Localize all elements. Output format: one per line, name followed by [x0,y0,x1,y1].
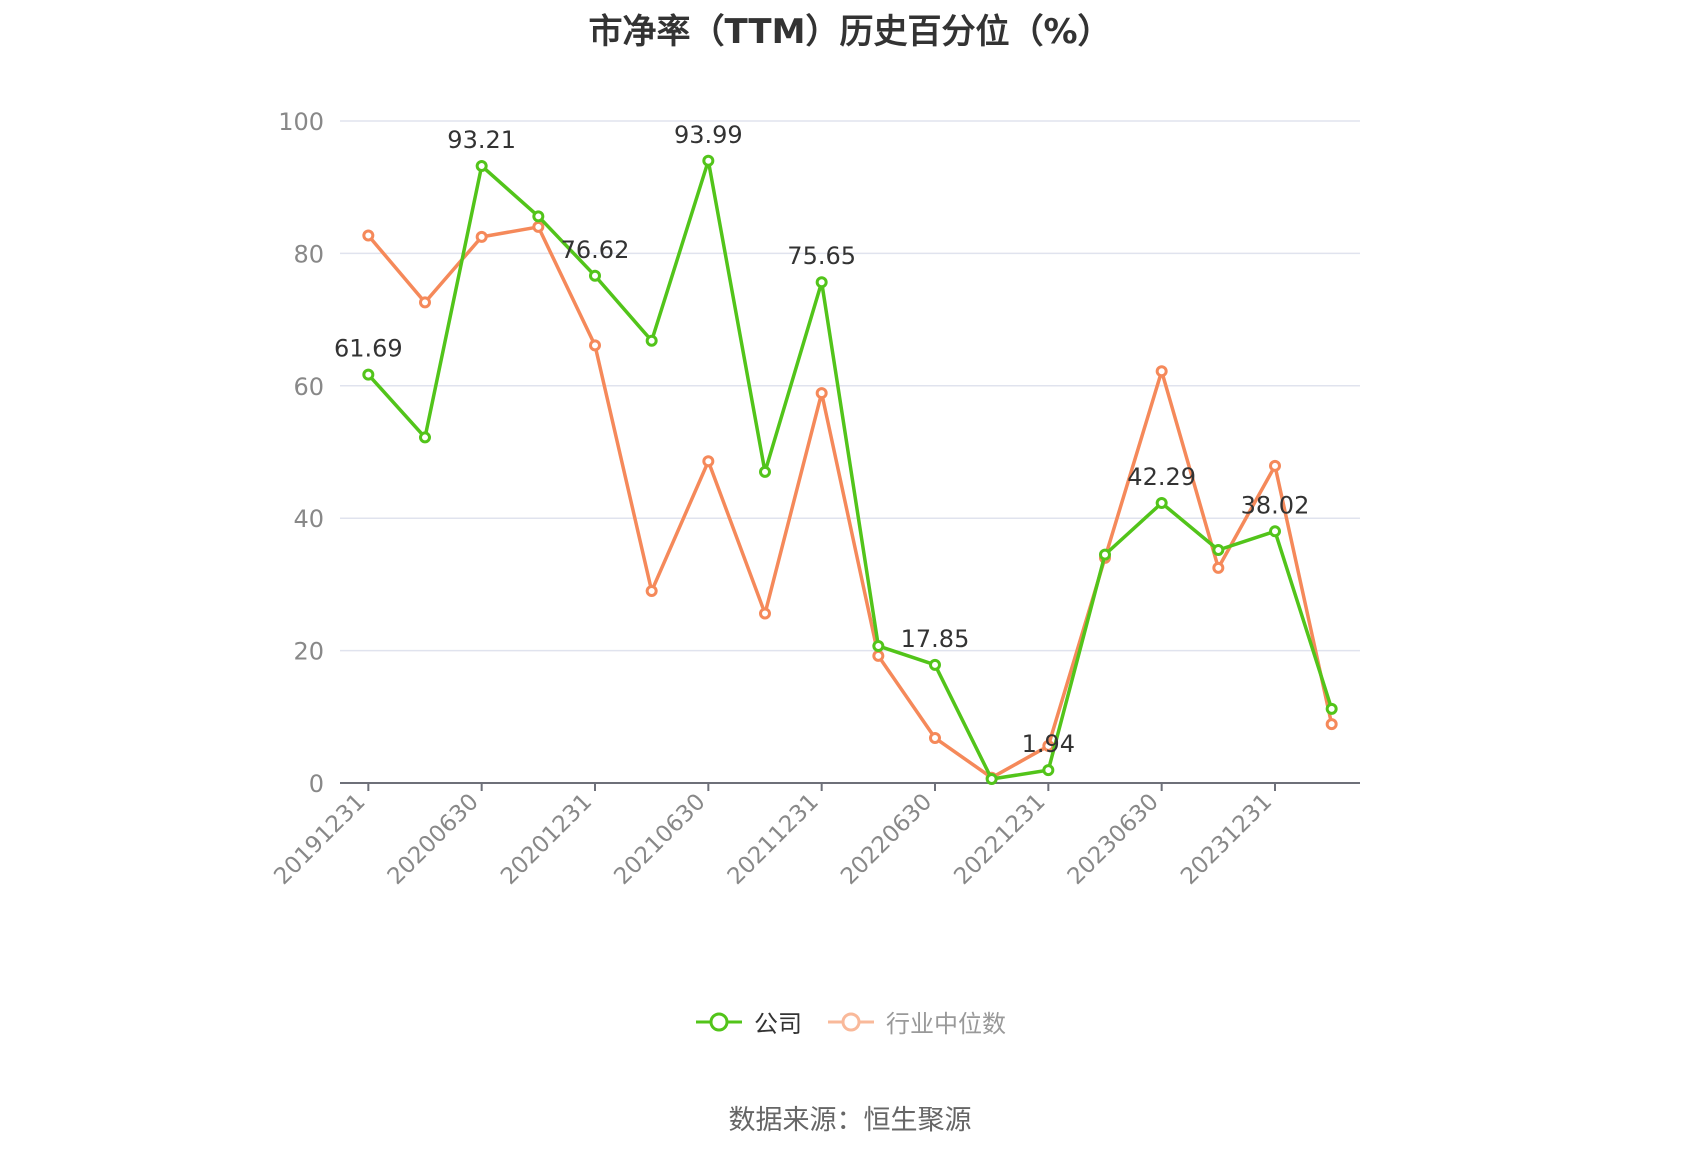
grid-lines [340,120,1360,652]
data-point [1212,543,1225,556]
y-tick-label: 80 [293,240,324,268]
series-line-0 [367,159,1334,781]
data-point [815,276,828,289]
data-point [475,159,488,172]
x-tick-label: 20220630 [836,789,937,890]
data-point [645,334,658,347]
legend-swatch-industry [828,1012,874,1031]
y-tick-label: 40 [293,505,324,533]
data-point [1155,497,1168,510]
data-point [419,296,431,309]
data-point [929,731,941,744]
data-point [759,607,771,620]
series-line-1 [366,225,1334,780]
data-point [1099,548,1111,561]
x-tick-label: 20230630 [1063,789,1164,890]
data-point [985,773,998,786]
y-axis-ticks: 0 20 40 60 80 100 [278,108,324,798]
data-point [929,658,941,671]
data-label: 76.62 [561,236,630,264]
data-label: 17.85 [901,625,970,653]
data-label: 75.65 [787,242,856,270]
y-tick-label: 60 [293,373,324,401]
x-tick-label: 20231231 [1176,789,1277,890]
data-point [532,220,545,233]
data-point [1325,718,1338,731]
legend: 公司 行业中位数 [0,1004,1700,1039]
data-label: 38.02 [1241,491,1310,519]
legend-swatch-company [696,1012,742,1031]
data-label: 93.21 [447,126,516,154]
data-point [645,585,658,598]
y-tick-label: 20 [293,638,324,666]
x-tick-label: 20211231 [723,789,824,890]
y-tick-label: 100 [278,108,324,136]
legend-item-industry[interactable]: 行业中位数 [826,1004,1006,1039]
data-point [1269,525,1281,538]
data-point [419,431,431,444]
data-point [589,339,601,352]
data-point [1269,459,1281,472]
data-point [702,455,715,468]
data-point [475,230,488,243]
x-tick-label: 20221231 [949,789,1050,890]
x-tick-label: 20200630 [383,789,484,890]
y-tick-label: 0 [309,770,324,798]
x-axis: 20191231 20200630 20201231 20210630 20211231… [269,782,1360,890]
data-point [759,465,771,478]
data-point [589,269,601,282]
data-point [532,210,545,223]
data-label: 93.99 [674,121,743,149]
legend-label-industry: 行业中位数 [886,1010,1006,1038]
data-point [1212,561,1225,574]
legend-label-company: 公司 [754,1010,802,1038]
chart-title: 市净率（TTM）历史百分位（%） [588,12,1112,52]
data-point [1155,365,1168,378]
data-point [815,387,828,400]
data-point [362,368,375,381]
data-labels: 61.69 93.21 76.62 93.99 75.65 17.85 1.94 42.29 3… [334,121,1309,758]
data-source: 数据来源：恒生聚源 [728,1105,972,1136]
data-label: 42.29 [1127,463,1196,491]
data-point [872,639,885,652]
data-label: 1.94 [1022,730,1075,758]
x-tick-label: 20201231 [496,789,597,890]
data-point [1042,764,1055,777]
data-point [702,154,715,167]
data-point [1042,739,1055,752]
data-point [872,649,885,662]
data-point [362,229,375,242]
data-label: 61.69 [334,335,403,363]
x-tick-label: 20210630 [609,789,710,890]
data-point [1325,702,1338,715]
series-lines [362,154,1338,786]
x-tick-label: 20191231 [269,789,370,890]
legend-item-company[interactable]: 公司 [694,1004,802,1039]
